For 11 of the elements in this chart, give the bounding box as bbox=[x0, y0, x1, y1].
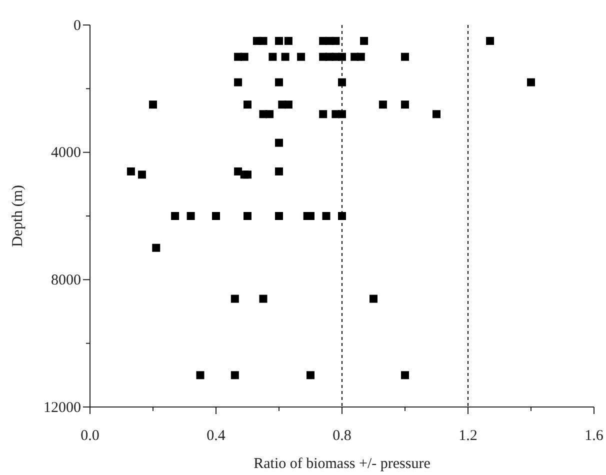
x-tick-label: 0.4 bbox=[206, 428, 226, 444]
x-tick-label: 0.8 bbox=[332, 428, 352, 444]
y-tick-label: 8000 bbox=[51, 272, 81, 288]
y-axis-title: Depth (m) bbox=[10, 184, 26, 248]
x-tick-label: 0.0 bbox=[80, 428, 100, 444]
x-tick-label: 1.6 bbox=[584, 428, 604, 444]
y-tick-label: 12000 bbox=[44, 400, 81, 416]
y-tick-label: 0 bbox=[74, 18, 81, 34]
x-axis-title: Ratio of biomass +/- pressure bbox=[254, 456, 431, 472]
x-tick-label: 1.2 bbox=[458, 428, 478, 444]
y-tick-label: 4000 bbox=[51, 145, 81, 162]
